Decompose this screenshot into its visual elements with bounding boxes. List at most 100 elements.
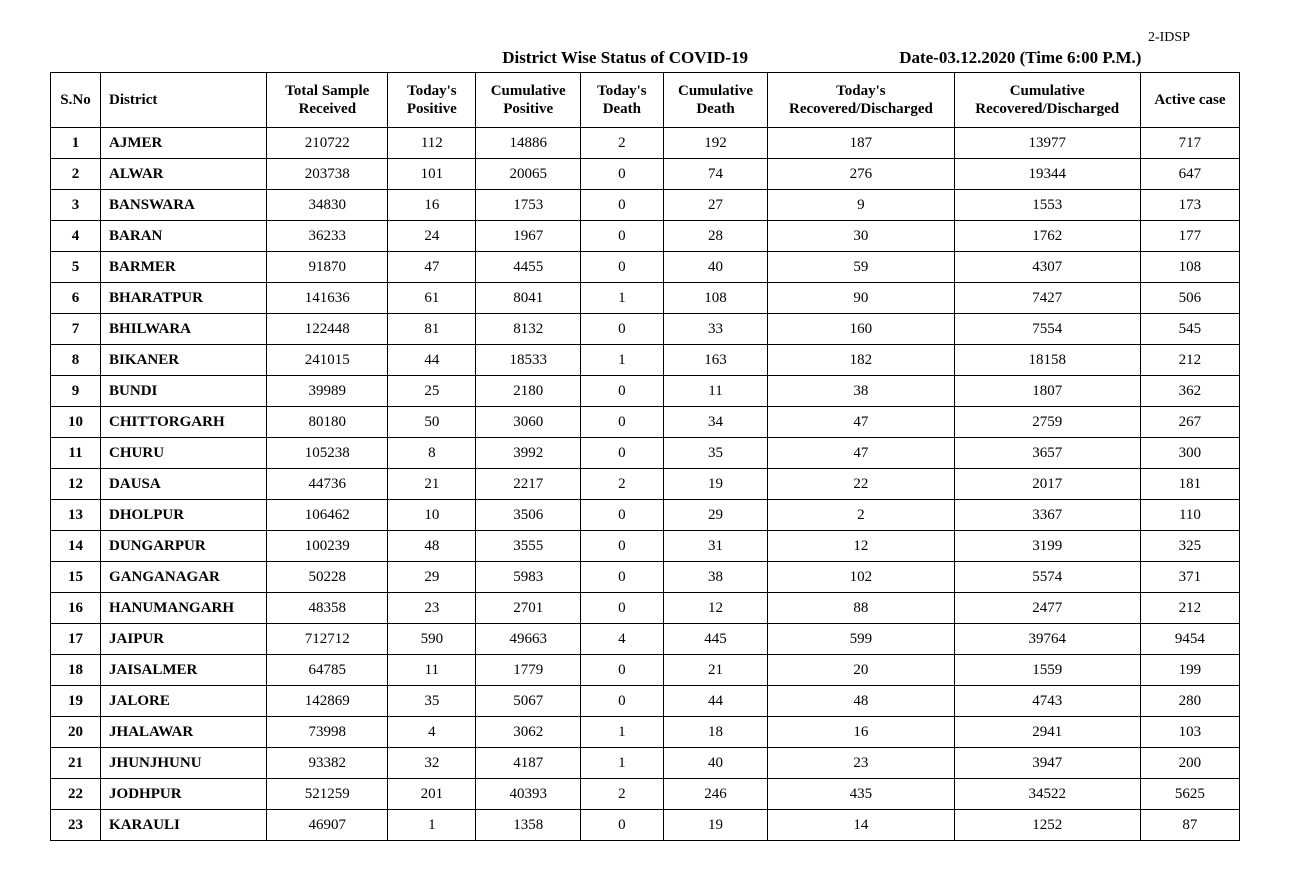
cell-total-sample: 241015 <box>267 345 388 376</box>
cell-total-sample: 203738 <box>267 159 388 190</box>
cell-active: 325 <box>1140 531 1239 562</box>
cell-active: 212 <box>1140 593 1239 624</box>
cell-cum-death: 163 <box>663 345 768 376</box>
cell-active: 199 <box>1140 655 1239 686</box>
table-row: 17JAIPUR712712590496634445599397649454 <box>51 624 1240 655</box>
table-row: 10CHITTORGARH80180503060034472759267 <box>51 407 1240 438</box>
cell-cum-positive: 2180 <box>476 376 581 407</box>
cell-sno: 20 <box>51 717 101 748</box>
cell-total-sample: 106462 <box>267 500 388 531</box>
cell-sno: 6 <box>51 283 101 314</box>
cell-cum-death: 34 <box>663 407 768 438</box>
cell-cum-death: 18 <box>663 717 768 748</box>
cell-district: DAUSA <box>101 469 267 500</box>
cell-district: GANGANAGAR <box>101 562 267 593</box>
cell-total-sample: 141636 <box>267 283 388 314</box>
cell-cum-positive: 8132 <box>476 314 581 345</box>
cell-today-recov: 47 <box>768 407 954 438</box>
cell-cum-death: 40 <box>663 748 768 779</box>
cell-total-sample: 39989 <box>267 376 388 407</box>
cell-active: 173 <box>1140 190 1239 221</box>
cell-sno: 11 <box>51 438 101 469</box>
cell-cum-positive: 49663 <box>476 624 581 655</box>
cell-cum-death: 74 <box>663 159 768 190</box>
cell-today-death: 2 <box>580 469 663 500</box>
cell-cum-positive: 1358 <box>476 810 581 841</box>
cell-today-death: 4 <box>580 624 663 655</box>
table-row: 22JODHPUR521259201403932246435345225625 <box>51 779 1240 810</box>
table-row: 5BARMER91870474455040594307108 <box>51 252 1240 283</box>
table-row: 2ALWAR2037381012006507427619344647 <box>51 159 1240 190</box>
cell-today-recov: 48 <box>768 686 954 717</box>
cell-cum-positive: 14886 <box>476 128 581 159</box>
cell-cum-positive: 18533 <box>476 345 581 376</box>
cell-total-sample: 36233 <box>267 221 388 252</box>
cell-total-sample: 210722 <box>267 128 388 159</box>
cell-district: JHALAWAR <box>101 717 267 748</box>
cell-cum-death: 11 <box>663 376 768 407</box>
table-row: 16HANUMANGARH48358232701012882477212 <box>51 593 1240 624</box>
cell-cum-recov: 1559 <box>954 655 1140 686</box>
table-row: 20JHALAWAR7399843062118162941103 <box>51 717 1240 748</box>
cell-today-death: 1 <box>580 283 663 314</box>
cell-cum-recov: 7554 <box>954 314 1140 345</box>
cell-sno: 17 <box>51 624 101 655</box>
cell-cum-recov: 19344 <box>954 159 1140 190</box>
cell-total-sample: 105238 <box>267 438 388 469</box>
cell-today-recov: 276 <box>768 159 954 190</box>
cell-today-death: 0 <box>580 314 663 345</box>
cell-district: BUNDI <box>101 376 267 407</box>
cell-cum-positive: 4187 <box>476 748 581 779</box>
cell-today-recov: 23 <box>768 748 954 779</box>
cell-today-recov: 182 <box>768 345 954 376</box>
cell-cum-positive: 4455 <box>476 252 581 283</box>
cell-active: 5625 <box>1140 779 1239 810</box>
cell-district: DHOLPUR <box>101 500 267 531</box>
cell-active: 545 <box>1140 314 1239 345</box>
cell-cum-positive: 1753 <box>476 190 581 221</box>
cell-cum-death: 27 <box>663 190 768 221</box>
cell-total-sample: 93382 <box>267 748 388 779</box>
cell-today-positive: 29 <box>388 562 476 593</box>
table-row: 9BUNDI39989252180011381807362 <box>51 376 1240 407</box>
table-row: 18JAISALMER64785111779021201559199 <box>51 655 1240 686</box>
covid-status-table: S.No District Total Sample Received Toda… <box>50 72 1240 841</box>
cell-today-recov: 599 <box>768 624 954 655</box>
cell-cum-recov: 1553 <box>954 190 1140 221</box>
cell-today-positive: 32 <box>388 748 476 779</box>
cell-total-sample: 34830 <box>267 190 388 221</box>
cell-active: 87 <box>1140 810 1239 841</box>
cell-today-death: 0 <box>580 190 663 221</box>
cell-cum-recov: 2941 <box>954 717 1140 748</box>
cell-cum-recov: 3657 <box>954 438 1140 469</box>
cell-today-positive: 201 <box>388 779 476 810</box>
col-header-today-recov: Today's Recovered/Discharged <box>768 73 954 128</box>
cell-total-sample: 100239 <box>267 531 388 562</box>
cell-today-positive: 24 <box>388 221 476 252</box>
cell-total-sample: 521259 <box>267 779 388 810</box>
cell-active: 212 <box>1140 345 1239 376</box>
cell-cum-recov: 1252 <box>954 810 1140 841</box>
cell-cum-positive: 1967 <box>476 221 581 252</box>
cell-district: JAISALMER <box>101 655 267 686</box>
cell-district: BHILWARA <box>101 314 267 345</box>
table-row: 6BHARATPUR1416366180411108907427506 <box>51 283 1240 314</box>
cell-today-positive: 48 <box>388 531 476 562</box>
cell-active: 267 <box>1140 407 1239 438</box>
cell-today-death: 0 <box>580 655 663 686</box>
cell-sno: 19 <box>51 686 101 717</box>
cell-today-positive: 61 <box>388 283 476 314</box>
cell-sno: 7 <box>51 314 101 345</box>
cell-today-death: 0 <box>580 159 663 190</box>
cell-cum-death: 29 <box>663 500 768 531</box>
cell-today-recov: 160 <box>768 314 954 345</box>
cell-cum-recov: 4307 <box>954 252 1140 283</box>
cell-today-positive: 81 <box>388 314 476 345</box>
cell-cum-positive: 3506 <box>476 500 581 531</box>
cell-today-positive: 590 <box>388 624 476 655</box>
cell-today-recov: 9 <box>768 190 954 221</box>
cell-district: HANUMANGARH <box>101 593 267 624</box>
cell-today-positive: 4 <box>388 717 476 748</box>
cell-today-death: 2 <box>580 128 663 159</box>
cell-cum-death: 246 <box>663 779 768 810</box>
